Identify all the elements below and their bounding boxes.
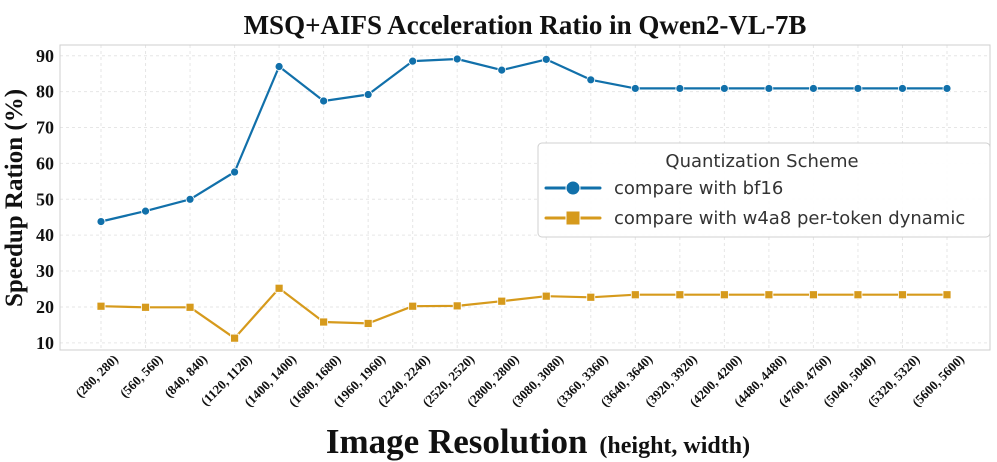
data-point [586, 292, 596, 302]
data-point [898, 84, 907, 93]
y-tick-label: 50 [36, 189, 54, 209]
data-point [719, 290, 729, 300]
x-tick-label: (280, 280) [72, 352, 121, 401]
data-point [675, 84, 685, 93]
data-point [452, 54, 462, 64]
y-axis-ticks: 10 20 30 40 50 60 70 80 90 [36, 46, 54, 353]
legend-items: compare with bf16 compare with w4a8 per-t… [544, 178, 965, 229]
chart-title: MSQ+AIFS Acceleration Ratio in Qwen2-VL-… [244, 10, 807, 40]
data-point [274, 62, 284, 71]
data-point [141, 302, 150, 312]
y-tick-label: 60 [36, 153, 54, 173]
y-tick-label: 70 [36, 118, 54, 138]
series-2 [96, 283, 952, 343]
data-point [541, 291, 551, 301]
x-axis-label-main: Image Resolution [326, 422, 588, 461]
legend-title: Quantization Scheme [665, 151, 858, 172]
data-point [942, 290, 952, 300]
data-point [853, 290, 863, 300]
data-point [497, 296, 507, 306]
data-point [630, 290, 640, 300]
y-tick-label: 80 [36, 82, 54, 102]
data-point [408, 301, 418, 311]
data-point [319, 96, 329, 106]
data-point [185, 194, 195, 204]
legend: Quantization Scheme compare with bf16com… [537, 142, 991, 238]
data-point [274, 283, 284, 293]
x-tick-label: (560, 560) [117, 352, 166, 401]
x-axis-label: Image Resolution (height, width) [326, 422, 750, 461]
data-point [497, 65, 507, 75]
data-point [363, 319, 373, 328]
series-layer [96, 54, 952, 343]
legend-item: compare with w4a8 per-token dynamic [544, 208, 965, 229]
data-point [230, 333, 239, 343]
series-1 [96, 54, 952, 226]
series-line [100, 57, 947, 223]
data-point [586, 75, 596, 85]
legend-marker [565, 210, 581, 226]
data-point [185, 302, 195, 312]
y-tick-label: 90 [36, 46, 54, 66]
data-point [719, 84, 729, 93]
data-point [630, 84, 640, 93]
y-tick-label: 40 [36, 225, 54, 245]
x-axis-ticks: (280, 280)(560, 560)(840, 840)(1120, 112… [72, 352, 967, 410]
data-point [96, 301, 106, 311]
series-line [100, 287, 947, 340]
data-point [675, 290, 685, 300]
legend-marker [565, 180, 581, 196]
legend-item: compare with bf16 [544, 178, 783, 199]
data-point [809, 290, 818, 300]
legend-label: compare with bf16 [614, 178, 783, 199]
y-axis-label: Speedup Ration (%) [1, 89, 28, 307]
data-point [764, 290, 774, 300]
data-point [408, 56, 418, 66]
y-tick-label: 20 [36, 297, 54, 317]
legend-box [537, 142, 991, 238]
data-point [898, 290, 907, 300]
data-point [853, 84, 863, 93]
y-tick-label: 10 [36, 333, 54, 353]
data-point [764, 84, 774, 93]
data-point [452, 301, 462, 311]
data-point [141, 206, 150, 216]
data-point [809, 84, 818, 93]
data-point [319, 317, 329, 327]
data-point [363, 90, 373, 99]
x-axis-label-suffix: (height, width) [599, 433, 750, 459]
data-point [942, 84, 952, 93]
y-tick-label: 30 [36, 261, 54, 281]
data-point [230, 167, 239, 177]
data-point [96, 217, 106, 226]
data-point [541, 54, 551, 64]
legend-label: compare with w4a8 per-token dynamic [614, 208, 965, 229]
